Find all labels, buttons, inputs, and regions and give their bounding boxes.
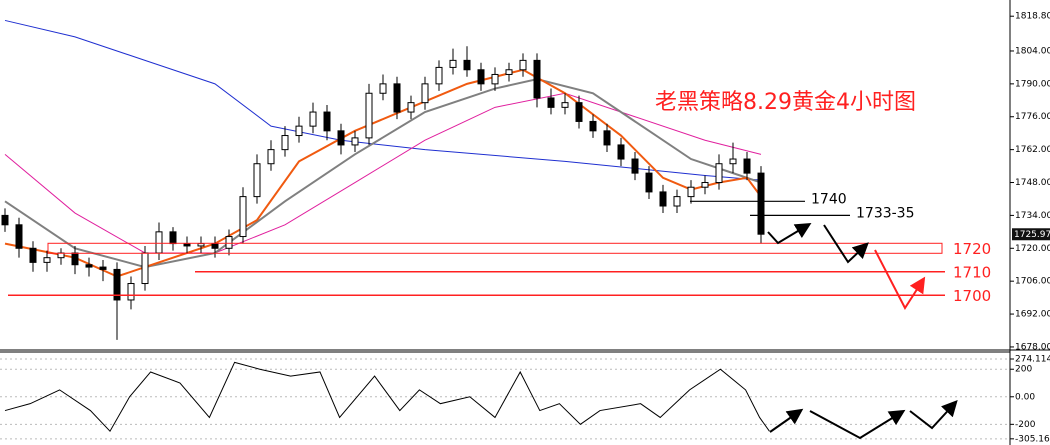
- candle-body: [85, 264, 93, 268]
- y-tick-label: 1734.00: [1015, 211, 1050, 221]
- candle-body: [113, 268, 121, 301]
- candle-body: [477, 69, 485, 85]
- indicator-line: [4, 92, 762, 254]
- candle-body: [169, 231, 177, 245]
- y-tick-label: 274.1148: [1015, 355, 1050, 365]
- last-price-box: [1012, 228, 1050, 241]
- candle-body: [1, 214, 9, 226]
- candle-body: [239, 196, 247, 238]
- candle-body: [435, 66, 443, 85]
- y-tick-label: -305.168: [1015, 434, 1050, 444]
- candle-body: [15, 224, 23, 249]
- level-box: [47, 242, 943, 254]
- candle-body: [729, 158, 737, 165]
- candle-body: [743, 158, 751, 174]
- y-tick-label: 1790.00: [1015, 79, 1050, 89]
- arrow: [769, 408, 804, 433]
- indicator-line: [4, 68, 762, 278]
- candle-body: [183, 243, 191, 247]
- candle-body: [687, 186, 695, 198]
- y-tick-label: 1818.80: [1015, 12, 1050, 22]
- arrow: [809, 409, 906, 440]
- candle-body: [449, 59, 457, 68]
- candle-body: [757, 172, 765, 235]
- candle-body: [337, 130, 345, 146]
- candle-body: [253, 163, 261, 198]
- y-tick-label: 1692.00: [1015, 310, 1050, 320]
- arrow: [874, 249, 926, 310]
- y-tick-label: 1804.00: [1015, 46, 1050, 56]
- candle-body: [589, 120, 597, 132]
- y-tick-label: 1720.00: [1015, 244, 1050, 254]
- candle-body: [365, 92, 373, 139]
- indicator-line: [4, 361, 770, 433]
- y-tick-label: -200: [1015, 420, 1036, 430]
- candle-body: [323, 111, 331, 132]
- candle-body: [561, 102, 569, 108]
- candle-body: [533, 59, 541, 99]
- candle-body: [351, 137, 359, 146]
- candle-body: [225, 236, 233, 249]
- candle-body: [701, 182, 709, 188]
- level-label: 1710: [953, 263, 991, 281]
- candle-body: [141, 252, 149, 285]
- level-label: 1733-35: [856, 205, 915, 221]
- arrow: [767, 222, 812, 245]
- candle-body: [603, 130, 611, 146]
- y-tick-label: 0.00: [1015, 392, 1035, 402]
- level-label: 1740: [811, 191, 847, 207]
- y-tick-label: 1776.00: [1015, 112, 1050, 122]
- candle-body: [71, 252, 79, 266]
- candle-body: [379, 83, 387, 94]
- candle-body: [519, 59, 527, 71]
- candle-body: [491, 73, 499, 85]
- candle-body: [393, 83, 401, 113]
- candle-body: [645, 172, 653, 193]
- candle-body: [309, 111, 317, 127]
- oscillator-panel: 274.1148200 0.00 -200 -305.168: [0, 355, 1050, 444]
- candle-body: [267, 149, 275, 165]
- arrow: [823, 224, 869, 264]
- y-tick-label: 1748.00: [1015, 178, 1050, 188]
- candle-body: [631, 158, 639, 174]
- price-panel: 1678.00 1692.00 1706.00 1720.00 1734.00 1748.…: [1, 12, 1050, 352]
- y-tick-label: 1706.00: [1015, 277, 1050, 287]
- candle-body: [575, 102, 583, 122]
- candle-body: [547, 97, 555, 108]
- candle-body: [617, 144, 625, 160]
- candle-body: [505, 69, 513, 75]
- candle-body: [155, 231, 163, 254]
- y-tick-label: 1762.00: [1015, 145, 1050, 155]
- chart-title: 老黑策略8.29黄金4小时图: [655, 90, 916, 115]
- candle-body: [197, 243, 205, 247]
- level-label: 1700: [953, 287, 991, 305]
- candle-body: [29, 247, 37, 263]
- last-price-label: 1725.97: [1014, 230, 1050, 240]
- indicator-line: [4, 78, 762, 269]
- candle-body: [659, 191, 667, 207]
- arrow: [909, 400, 958, 430]
- candle-body: [673, 196, 681, 207]
- y-tick-label: 200: [1015, 365, 1032, 375]
- candle-body: [281, 135, 289, 151]
- level-label: 1720: [953, 240, 991, 258]
- candle-body: [463, 59, 471, 71]
- candle-body: [127, 283, 135, 301]
- candle-body: [421, 83, 429, 104]
- candle-body: [99, 266, 107, 270]
- candle-body: [43, 257, 51, 263]
- candle-body: [715, 163, 723, 184]
- candle-body: [211, 243, 219, 249]
- y-tick-label: 1678.00: [1015, 342, 1050, 352]
- candle-body: [407, 102, 415, 113]
- candle-body: [295, 125, 303, 137]
